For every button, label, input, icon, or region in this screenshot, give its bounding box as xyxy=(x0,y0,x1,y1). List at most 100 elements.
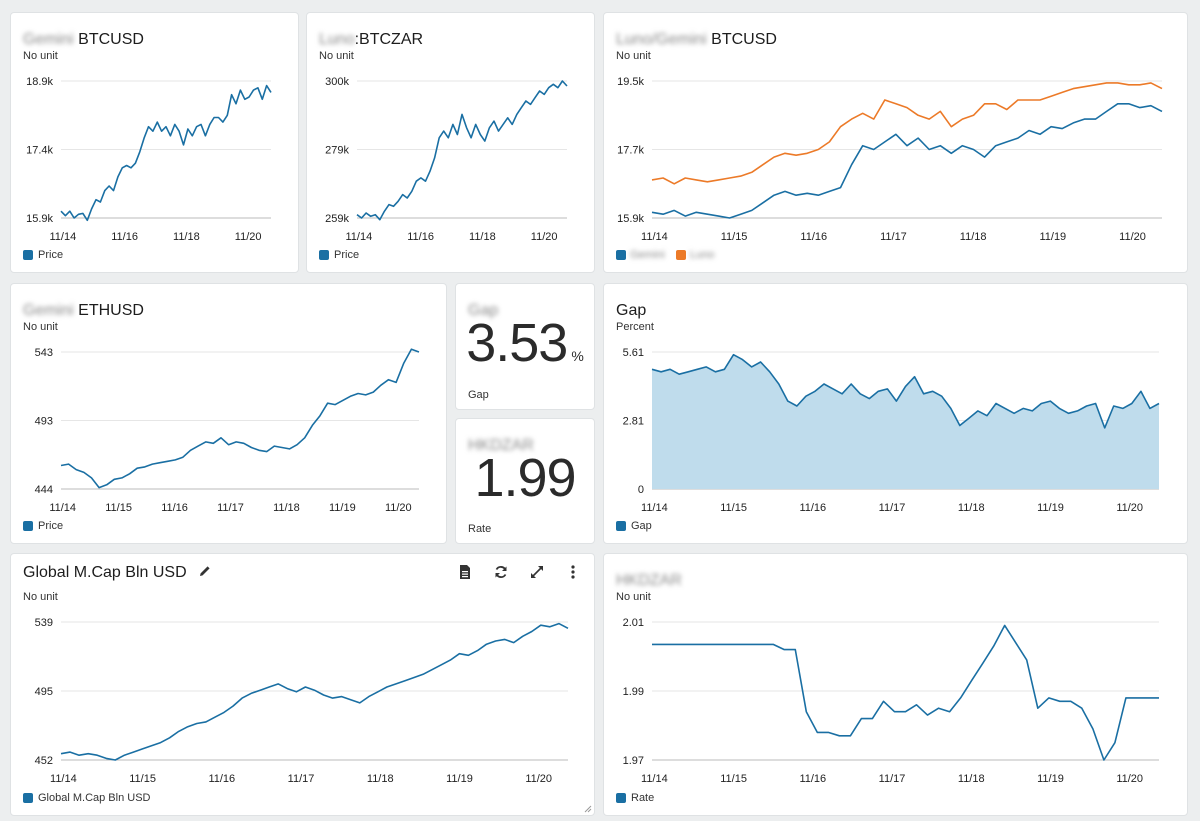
y-tick-label: 543 xyxy=(35,347,53,359)
legend-swatch xyxy=(23,521,33,531)
x-tick-label: 11/16 xyxy=(208,773,235,785)
y-tick-label: 2.81 xyxy=(623,416,644,428)
legend[interactable]: Price xyxy=(23,520,63,532)
x-tick-label: 11/20 xyxy=(531,231,558,243)
y-tick-label: 539 xyxy=(35,617,53,629)
legend[interactable]: Price xyxy=(23,249,63,261)
x-tick-label: 11/18 xyxy=(960,231,987,243)
series-line xyxy=(60,84,272,222)
x-tick-label: 11/14 xyxy=(50,773,77,785)
y-tick-label: 15.9k xyxy=(26,213,53,225)
chart-gap[interactable]: 0 2.81 5.61 11/14 11/15 11/16 11/17 11/18 11/19 1… xyxy=(604,284,1189,545)
unit-label: No unit xyxy=(23,321,58,333)
y-tick-label: 19.5k xyxy=(617,76,644,88)
panel-gemini-btcusd: Gemini BTCUSD No unit 15.9k 17.4k 18.9k 11/… xyxy=(10,12,299,273)
y-tick-label: 279k xyxy=(325,145,349,157)
y-tick-label: 259k xyxy=(325,213,349,225)
x-tick-label: 11/15 xyxy=(721,231,748,243)
x-tick-label: 11/14 xyxy=(345,231,372,243)
x-tick-label: 11/19 xyxy=(446,773,473,785)
x-tick-label: 11/16 xyxy=(407,231,434,243)
pencil-icon[interactable] xyxy=(199,563,211,583)
y-tick-label: 18.9k xyxy=(26,76,53,88)
blurred-source-label: Luno xyxy=(319,31,355,48)
x-tick-label: 11/20 xyxy=(1119,231,1146,243)
x-tick-label: 11/17 xyxy=(879,502,906,514)
legend[interactable]: Price xyxy=(319,249,359,261)
legend-swatch xyxy=(23,250,33,260)
blurred-source-label: Gemini xyxy=(23,302,74,319)
chart-hkdzar[interactable]: 1.97 1.99 2.01 11/14 11/15 11/16 11/17 11/18 11/… xyxy=(604,554,1189,817)
x-tick-label: 11/16 xyxy=(799,773,826,785)
more-vertical-icon[interactable] xyxy=(564,563,582,581)
panel-gap-stat: Gap 3.53% Gap xyxy=(455,283,595,410)
x-tick-label: 11/20 xyxy=(1116,773,1143,785)
chart-ethusd[interactable]: 444 493 543 11/14 11/15 11/16 11/17 11/18 11/19 1… xyxy=(11,284,448,545)
x-tick-label: 11/19 xyxy=(1037,773,1064,785)
series-line xyxy=(651,82,1163,185)
stat-label: Gap xyxy=(468,389,489,401)
panel-title: Luno:BTCZAR xyxy=(319,30,423,50)
y-tick-label: 444 xyxy=(35,484,53,496)
x-tick-label: 11/17 xyxy=(879,773,906,785)
chart-btczar[interactable]: 259k 279k 300k 11/14 11/16 11/18 11/20 xyxy=(307,13,596,274)
legend-label: Price xyxy=(38,249,64,261)
panel-rate-stat: HKDZAR 1.99 Rate xyxy=(455,418,595,544)
x-tick-label: 11/20 xyxy=(235,231,262,243)
expand-icon[interactable] xyxy=(528,563,546,581)
series-line xyxy=(60,348,420,489)
legend[interactable]: Gap xyxy=(616,520,652,532)
panel-toolbar xyxy=(456,563,582,581)
chart-luno-gemini[interactable]: 15.9k 17.7k 19.5k 11/14 11/15 11/16 11/17 11/18… xyxy=(604,13,1189,274)
x-tick-label: 11/20 xyxy=(385,502,412,514)
x-tick-label: 11/19 xyxy=(329,502,356,514)
legend-item-gemini[interactable]: Gemini xyxy=(616,249,665,261)
y-tick-label: 452 xyxy=(35,755,53,767)
blurred-source-label: HKDZAR xyxy=(616,572,682,589)
legend[interactable]: Gemini Luno xyxy=(616,249,720,261)
y-tick-label: 15.9k xyxy=(617,213,644,225)
x-tick-label: 11/17 xyxy=(880,231,907,243)
panel-title: Gemini ETHUSD xyxy=(23,301,144,321)
chart-btcusd[interactable]: 15.9k 17.4k 18.9k 11/14 11/16 11/18 11/20 xyxy=(11,13,300,274)
y-tick-label: 5.61 xyxy=(623,347,644,359)
legend-swatch xyxy=(616,793,626,803)
series-line xyxy=(651,103,1163,219)
x-tick-label: 11/14 xyxy=(641,231,668,243)
y-tick-label: 1.97 xyxy=(623,755,644,767)
document-icon[interactable] xyxy=(456,563,474,581)
unit-label: No unit xyxy=(23,591,58,603)
panel-title: Gemini BTCUSD xyxy=(23,30,144,50)
legend-label: Gap xyxy=(631,520,652,532)
legend-swatch xyxy=(616,250,626,260)
x-tick-label: 11/18 xyxy=(273,502,300,514)
x-tick-label: 11/18 xyxy=(173,231,200,243)
x-tick-label: 11/18 xyxy=(367,773,394,785)
panel-title-text: :BTCZAR xyxy=(354,31,424,48)
x-tick-label: 11/14 xyxy=(49,231,76,243)
x-tick-label: 11/16 xyxy=(800,231,827,243)
series-line xyxy=(651,353,1160,429)
panel-title: Luno/Gemini BTCUSD xyxy=(616,30,777,50)
resize-handle[interactable] xyxy=(582,803,592,813)
y-tick-label: 2.01 xyxy=(623,617,644,629)
chart-mcap[interactable]: 452 495 539 11/14 11/15 11/16 11/17 11/18 11/19 1… xyxy=(11,554,596,817)
refresh-icon[interactable] xyxy=(492,563,510,581)
legend-item-luno[interactable]: Luno xyxy=(675,249,715,261)
panel-title: Gap xyxy=(468,301,498,321)
y-tick-label: 495 xyxy=(35,686,53,698)
x-tick-label: 11/18 xyxy=(958,773,985,785)
legend[interactable]: Rate xyxy=(616,792,654,804)
unit-label: No unit xyxy=(23,50,58,62)
legend[interactable]: Global M.Cap Bln USD xyxy=(23,792,151,804)
y-tick-label: 17.4k xyxy=(26,145,53,157)
legend-label: Price xyxy=(334,249,360,261)
x-tick-label: 11/18 xyxy=(958,502,985,514)
x-tick-label: 11/14 xyxy=(641,773,668,785)
legend-label: Luno xyxy=(689,249,715,261)
x-tick-label: 11/14 xyxy=(49,502,76,514)
panel-title: HKDZAR xyxy=(468,436,534,456)
rate-value: 1.99 xyxy=(474,448,576,508)
x-tick-label: 11/20 xyxy=(1116,502,1143,514)
unit-label: No unit xyxy=(616,50,651,62)
